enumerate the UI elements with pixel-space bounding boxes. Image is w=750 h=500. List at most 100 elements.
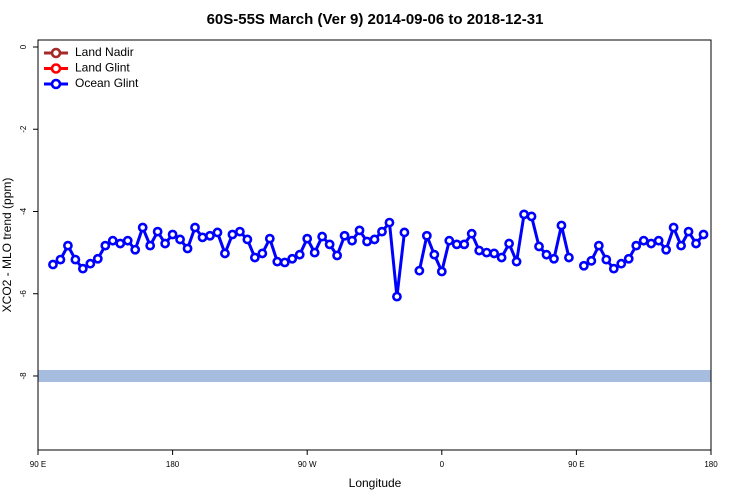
data-point xyxy=(234,226,245,237)
data-point xyxy=(414,265,425,276)
data-point xyxy=(332,250,343,261)
data-point xyxy=(347,235,357,246)
data-point xyxy=(272,256,283,267)
x-tick-label: 90 E xyxy=(30,460,46,469)
data-point xyxy=(384,217,395,228)
data-point xyxy=(429,249,440,260)
data-point xyxy=(70,254,81,265)
data-point xyxy=(167,229,178,240)
data-point xyxy=(578,260,589,271)
data-point xyxy=(122,235,133,246)
data-point xyxy=(526,211,537,222)
y-tick-label: 0 xyxy=(19,44,28,49)
y-tick-label: -2 xyxy=(19,125,28,133)
data-point xyxy=(481,247,492,258)
data-point xyxy=(676,240,686,251)
legend-label: Land Glint xyxy=(75,61,130,75)
legend-marker xyxy=(50,47,62,59)
legend-label: Ocean Glint xyxy=(75,76,139,90)
data-point xyxy=(392,291,402,302)
data-point xyxy=(302,233,313,244)
data-point xyxy=(190,222,200,233)
data-point xyxy=(182,243,193,254)
data-point xyxy=(220,248,230,259)
data-point xyxy=(451,239,462,250)
data-point xyxy=(257,248,268,259)
data-point xyxy=(130,244,141,255)
data-point xyxy=(48,259,58,270)
plot-frame xyxy=(37,39,712,451)
data-point xyxy=(698,229,709,240)
x-tick-label: 180 xyxy=(166,460,180,469)
data-point xyxy=(638,235,649,246)
data-point xyxy=(631,240,642,251)
data-point xyxy=(309,247,320,258)
data-point xyxy=(601,254,612,265)
data-point xyxy=(145,240,156,251)
data-point xyxy=(444,235,455,246)
legend-marker xyxy=(50,78,62,90)
data-point xyxy=(175,234,185,245)
data-point xyxy=(324,239,335,250)
y-tick-label: -8 xyxy=(19,372,28,380)
x-tick-label: 180 xyxy=(704,460,718,469)
data-point xyxy=(264,233,275,244)
x-tick-label: 0 xyxy=(440,460,445,469)
data-point xyxy=(556,220,567,231)
data-point xyxy=(152,226,163,237)
data-point xyxy=(317,231,328,242)
reference-band xyxy=(38,370,711,382)
data-point xyxy=(115,238,126,249)
data-point xyxy=(623,253,634,264)
data-point xyxy=(242,234,253,245)
data-point xyxy=(668,222,679,233)
data-point xyxy=(100,240,111,251)
data-point xyxy=(227,229,238,240)
data-point xyxy=(661,244,672,255)
data-point xyxy=(77,263,88,274)
y-tick-label: -6 xyxy=(19,290,28,298)
data-point xyxy=(354,225,365,236)
data-point xyxy=(212,227,223,238)
data-point xyxy=(549,253,559,264)
data-point xyxy=(197,232,208,243)
data-point xyxy=(593,240,604,251)
y-tick-label: -4 xyxy=(19,207,28,215)
data-point xyxy=(92,253,103,264)
chart-title: 60S-55S March (Ver 9) 2014-09-06 to 2018… xyxy=(207,11,544,28)
data-point xyxy=(63,240,73,251)
data-point xyxy=(249,252,260,263)
data-point xyxy=(85,258,96,269)
data-point xyxy=(683,226,694,237)
data-point xyxy=(205,230,215,241)
data-point xyxy=(541,249,552,260)
data-point xyxy=(339,230,350,241)
data-point xyxy=(55,254,66,265)
data-point xyxy=(137,222,148,233)
legend-marker xyxy=(50,63,62,74)
data-point xyxy=(646,238,657,249)
data-point xyxy=(653,235,664,246)
data-point xyxy=(519,209,529,220)
data-point xyxy=(504,238,514,249)
y-axis-label: XCO2 - MLO trend (ppm) xyxy=(0,178,14,313)
data-point xyxy=(421,230,432,241)
x-tick-label: 90 W xyxy=(298,460,317,469)
data-point xyxy=(287,253,298,264)
data-point xyxy=(294,249,305,260)
data-point xyxy=(489,248,500,259)
data-point xyxy=(466,228,477,239)
data-point xyxy=(586,255,597,266)
data-point xyxy=(534,241,544,252)
data-point xyxy=(496,252,507,263)
data-point xyxy=(459,239,470,250)
data-point xyxy=(691,238,701,249)
x-tick-label: 90 E xyxy=(568,460,584,469)
legend-label: Land Nadir xyxy=(75,45,134,59)
data-point xyxy=(362,236,372,247)
data-point xyxy=(608,263,619,274)
data-point xyxy=(377,226,387,237)
data-point xyxy=(369,234,380,245)
x-axis-label: Longitude xyxy=(349,476,402,490)
